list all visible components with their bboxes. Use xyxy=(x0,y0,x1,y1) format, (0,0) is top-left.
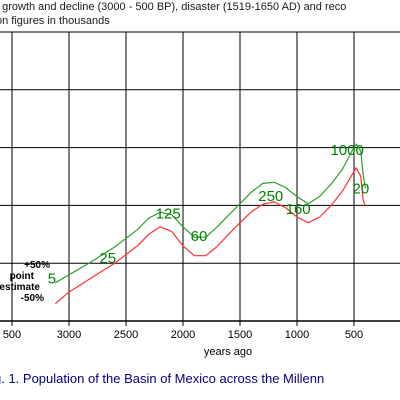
data-label: 160 xyxy=(286,201,311,218)
x-tick-label: 3000 xyxy=(57,329,81,341)
data-label: 5 xyxy=(48,270,56,287)
x-tick-label: 1500 xyxy=(228,329,252,341)
x-axis-label: years ago xyxy=(204,346,252,358)
upper-estimate-line xyxy=(54,143,366,284)
band-label: estimate xyxy=(0,282,40,293)
chart-subtitle-line-2: on figures in thousands xyxy=(0,15,110,27)
lower-estimate-line xyxy=(54,167,366,305)
chart-subtitle-line-1: f growth and decline (3000 - 500 BP), di… xyxy=(0,1,347,13)
data-label: 1000 xyxy=(330,142,363,159)
data-label: 25 xyxy=(99,250,116,267)
x-tick-label: 2000 xyxy=(171,329,195,341)
band-label: point xyxy=(10,271,35,282)
x-tick-label: 500 xyxy=(345,329,363,341)
x-tick-label: 1000 xyxy=(285,329,309,341)
x-tick-label: 2500 xyxy=(114,329,138,341)
band-label: -50% xyxy=(21,293,44,304)
data-label: 250 xyxy=(258,188,283,205)
x-tick-label: 500 xyxy=(3,329,21,341)
band-label: +50% xyxy=(24,260,50,271)
figure-caption: g. 1. Population of the Basin of Mexico … xyxy=(0,371,325,386)
data-label: 125 xyxy=(156,206,181,223)
data-label: 60 xyxy=(191,228,208,245)
data-label: 20 xyxy=(352,180,369,197)
